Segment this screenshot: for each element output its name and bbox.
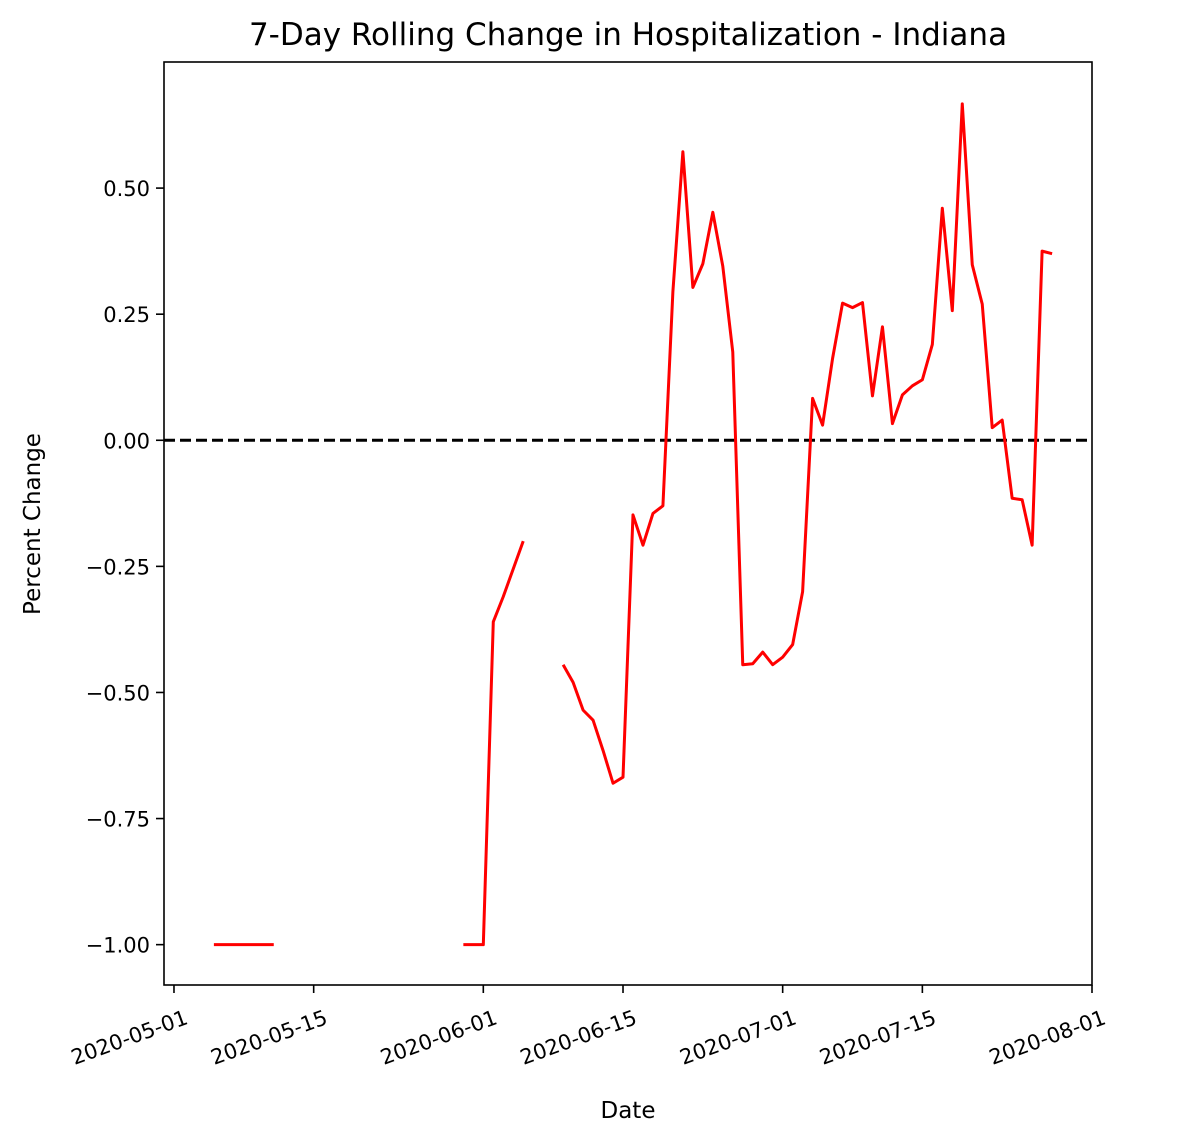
y-axis-label: Percent Change xyxy=(20,433,46,615)
y-tick-label-6: 0.50 xyxy=(103,177,150,201)
y-tick-label-3: −0.25 xyxy=(86,555,150,579)
y-tick-label-5: 0.25 xyxy=(103,303,150,327)
y-tick-label-1: −0.75 xyxy=(86,808,150,832)
y-tick-label-4: 0.00 xyxy=(103,429,150,453)
y-tick-label-2: −0.50 xyxy=(86,681,150,705)
series-0-segment-1 xyxy=(463,540,525,947)
axes-frame xyxy=(163,61,1093,986)
x-axis-label: Date xyxy=(601,1098,656,1124)
series-0-segment-2 xyxy=(561,102,1053,785)
y-tick-label-0: −1.00 xyxy=(86,934,150,958)
chart-title: 7-Day Rolling Change in Hospitalization … xyxy=(249,17,1007,53)
